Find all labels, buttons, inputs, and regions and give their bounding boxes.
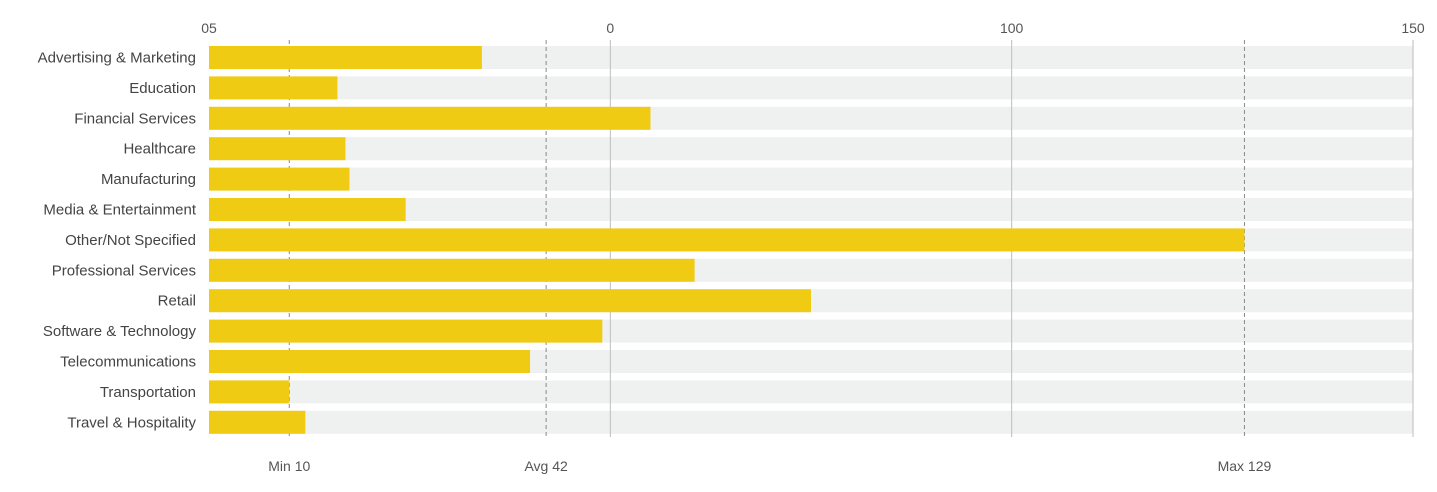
bar-track xyxy=(209,410,1413,434)
bars xyxy=(209,46,1245,434)
bar xyxy=(209,258,695,282)
bar xyxy=(209,106,651,130)
bar xyxy=(209,410,306,434)
bar-track xyxy=(209,137,1413,161)
bar xyxy=(209,76,338,100)
category-label: Financial Services xyxy=(74,110,196,127)
bar xyxy=(209,228,1245,252)
bar-track xyxy=(209,380,1413,404)
x-tick-label: 0 xyxy=(606,20,614,36)
bar xyxy=(209,289,811,313)
bar xyxy=(209,198,406,221)
x-axis-ticks: 05 0 100 150 xyxy=(201,20,1425,36)
category-label: Retail xyxy=(158,293,196,310)
category-label: Other/Not Specified xyxy=(65,232,196,249)
bar-track xyxy=(209,46,1413,69)
category-label: Media & Entertainment xyxy=(43,202,196,219)
category-label: Transportation xyxy=(100,384,196,401)
category-label: Professional Services xyxy=(52,262,196,279)
category-labels: Advertising & Marketing Education Financia… xyxy=(38,50,197,432)
x-tick-label: 100 xyxy=(1000,20,1024,36)
bar xyxy=(209,167,350,191)
category-label: Telecommunications xyxy=(60,354,196,371)
category-label: Software & Technology xyxy=(43,323,197,340)
x-tick-label: 150 xyxy=(1401,20,1425,36)
bar xyxy=(209,46,482,69)
category-label: Manufacturing xyxy=(101,171,196,188)
bar xyxy=(209,319,603,343)
reference-labels: Min 10 Avg 42 Max 129 xyxy=(268,458,1271,474)
x-tick-label: 05 xyxy=(201,20,217,36)
bar xyxy=(209,380,290,404)
reference-label: Min 10 xyxy=(268,458,310,474)
category-label: Advertising & Marketing xyxy=(38,50,196,67)
category-label: Travel & Hospitality xyxy=(67,414,196,431)
reference-label: Avg 42 xyxy=(524,458,568,474)
category-label: Healthcare xyxy=(123,141,196,158)
reference-label: Max 129 xyxy=(1218,458,1272,474)
bar-track xyxy=(209,167,1413,191)
bar-track xyxy=(209,198,1413,221)
bar xyxy=(209,137,346,161)
category-label: Education xyxy=(129,80,196,97)
bar-track xyxy=(209,76,1413,100)
bar xyxy=(209,350,531,373)
